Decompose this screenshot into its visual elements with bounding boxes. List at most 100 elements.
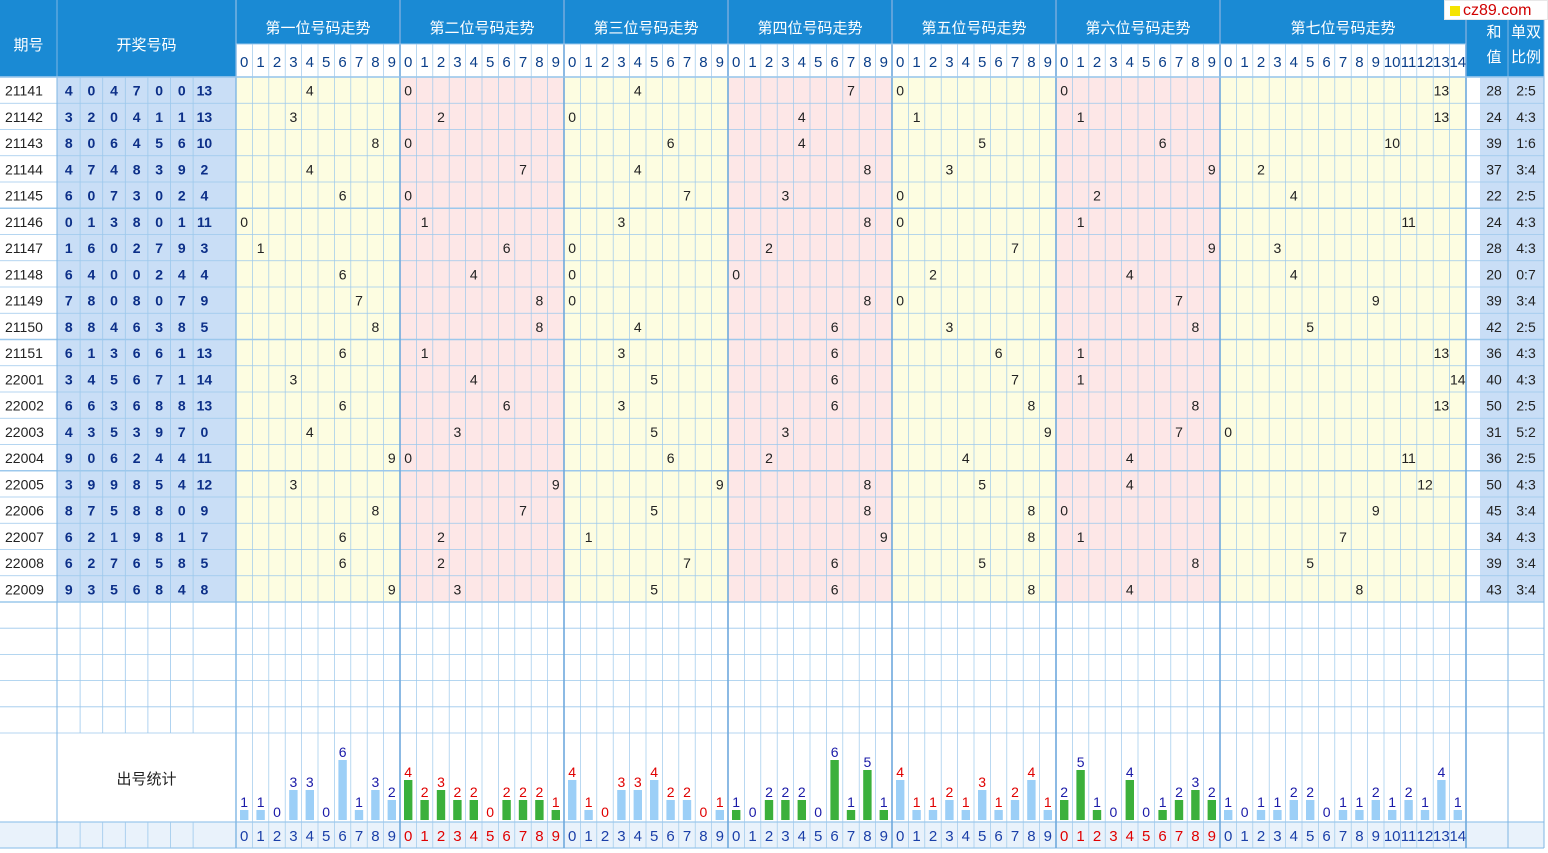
sum-cell: 45 — [1486, 503, 1502, 519]
trend-mark: 3 — [290, 476, 298, 492]
stat-count: 3 — [634, 774, 642, 790]
ratio-cell: 4:3 — [1516, 371, 1536, 387]
draw-digit: 6 — [65, 398, 73, 414]
bottom-digit-label: 5 — [978, 828, 986, 845]
draw-digit: 3 — [155, 319, 163, 335]
stat-count: 5 — [864, 754, 872, 770]
draw-digit: 10 — [197, 135, 213, 151]
trend-mark: 1 — [421, 214, 429, 230]
bottom-digit-label: 4 — [1290, 828, 1298, 845]
stat-bar — [354, 810, 364, 820]
group-header-1: 第一位号码走势 — [265, 19, 370, 37]
digit-header: 4 — [470, 54, 478, 71]
period-cell: 22009 — [5, 581, 44, 597]
bottom-digit-label: 3 — [453, 828, 461, 845]
draw-digit: 11 — [197, 450, 212, 466]
bottom-digit-label: 6 — [830, 828, 838, 845]
bottom-digit-label: 9 — [388, 828, 396, 845]
draw-digit: 6 — [110, 450, 118, 466]
bottom-digit-label: 1 — [748, 828, 756, 845]
ratio-cell: 3:4 — [1516, 581, 1536, 597]
trend-mark: 9 — [552, 476, 560, 492]
trend-mark: 1 — [1077, 345, 1085, 361]
trend-mark: 9 — [388, 450, 396, 466]
trend-mark: 5 — [1306, 319, 1314, 335]
trend-mark: 1 — [1077, 109, 1085, 125]
trend-mark: 4 — [1126, 266, 1134, 282]
bottom-digit-label: 3 — [1109, 828, 1117, 845]
bottom-digit-label: 2 — [1093, 828, 1101, 845]
trend-mark: 7 — [683, 555, 691, 571]
draw-digit: 3 — [88, 424, 96, 440]
digit-header: 7 — [683, 54, 691, 71]
sum-cell: 28 — [1486, 83, 1502, 99]
draw-digit: 8 — [178, 555, 186, 571]
stat-bar — [551, 810, 560, 820]
stat-bar — [945, 800, 954, 820]
stat-count: 1 — [552, 794, 560, 810]
draw-digit: 3 — [110, 398, 118, 414]
trend-mark: 5 — [978, 135, 986, 151]
draw-digit: 13 — [197, 83, 213, 99]
digit-header: 6 — [830, 54, 838, 71]
draw-digit: 4 — [133, 135, 141, 151]
ratio-cell: 3:4 — [1516, 293, 1536, 309]
bottom-digit-label: 8 — [699, 828, 707, 845]
sum-cell: 20 — [1486, 266, 1502, 282]
digit-header: 0 — [1224, 54, 1232, 71]
period-cell: 22002 — [5, 398, 44, 414]
stat-bar — [928, 810, 938, 820]
stat-count: 1 — [1356, 794, 1364, 810]
trend-mark: 2 — [765, 240, 773, 256]
bottom-digit-label: 9 — [1372, 828, 1380, 845]
trend-mark: 3 — [454, 424, 462, 440]
stat-count: 1 — [732, 794, 740, 810]
ratio-header-bottom: 比例 — [1511, 49, 1541, 66]
draw-digit: 6 — [133, 398, 141, 414]
bottom-digit-label: 0 — [404, 828, 412, 845]
draw-digit: 14 — [197, 371, 213, 387]
trend-mark: 9 — [716, 476, 724, 492]
period-cell: 22003 — [5, 424, 44, 440]
group-header-7: 第七位号码走势 — [1290, 19, 1395, 37]
draw-digit: 6 — [133, 345, 141, 361]
draw-digit: 4 — [110, 161, 118, 177]
draw-digit: 6 — [65, 266, 73, 282]
draw-digit: 6 — [65, 529, 73, 545]
draw-digit: 5 — [155, 135, 163, 151]
draw-digit: 8 — [88, 293, 96, 309]
trend-mark: 4 — [306, 161, 314, 177]
bottom-digit-label: 7 — [847, 828, 855, 845]
stat-count: 5 — [1077, 754, 1085, 770]
site-badge[interactable]: cz89.com — [1444, 0, 1548, 20]
trend-mark: 9 — [1208, 240, 1216, 256]
draw-digit: 6 — [133, 555, 141, 571]
trend-mark: 0 — [1224, 424, 1232, 440]
stat-bar — [518, 800, 528, 820]
trend-mark: 11 — [1401, 450, 1416, 466]
bottom-digit-label: 6 — [666, 828, 674, 845]
digit-header: 1 — [1076, 54, 1084, 71]
digit-header: 8 — [863, 54, 871, 71]
stat-bar — [338, 760, 347, 820]
stat-bar — [1158, 810, 1167, 820]
period-cell: 22006 — [5, 503, 44, 519]
draw-digit: 6 — [133, 319, 141, 335]
stat-bar — [715, 810, 724, 820]
draw-digit: 0 — [110, 240, 118, 256]
draw-digit: 9 — [133, 529, 141, 545]
digit-header: 0 — [240, 54, 248, 71]
trend-mark: 1 — [1077, 214, 1085, 230]
draw-digit: 0 — [110, 109, 118, 125]
draw-digit: 8 — [133, 161, 141, 177]
trend-mark: 7 — [1339, 529, 1347, 545]
stat-count: 2 — [765, 784, 773, 800]
group-header-5: 第五位号码走势 — [921, 19, 1026, 37]
digit-header: 11 — [1401, 54, 1417, 71]
trend-mark: 0 — [404, 135, 412, 151]
draw-digit: 8 — [133, 293, 141, 309]
stat-count: 4 — [896, 764, 904, 780]
trend-mark: 4 — [1290, 266, 1298, 282]
stat-count: 2 — [454, 784, 462, 800]
digit-header: 6 — [502, 54, 510, 71]
